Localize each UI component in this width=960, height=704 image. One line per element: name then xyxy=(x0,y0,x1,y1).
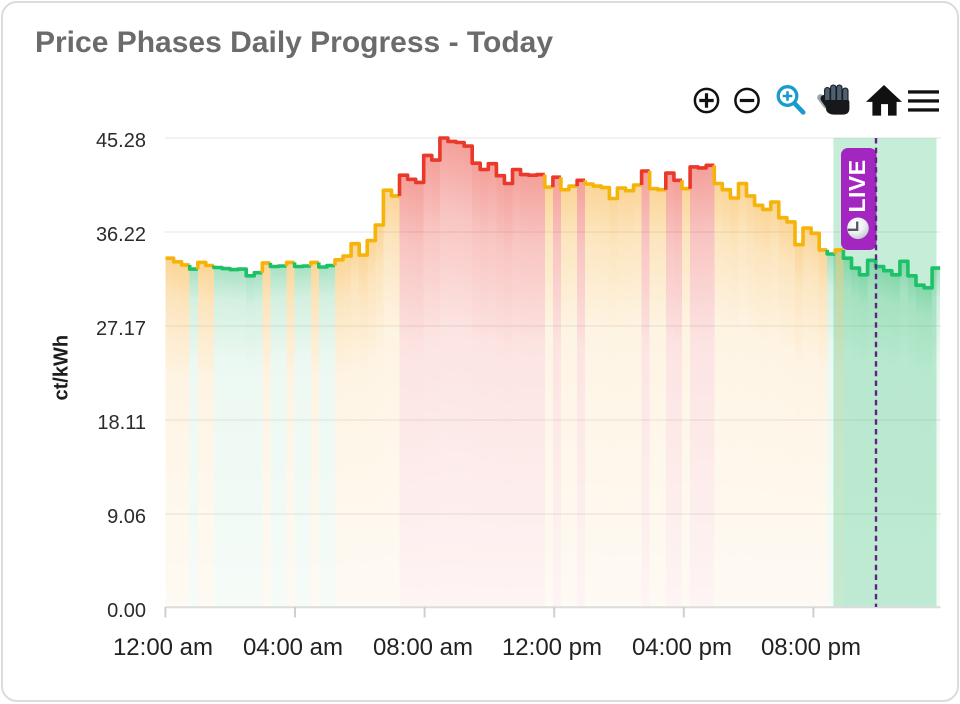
svg-text:LIVE: LIVE xyxy=(844,159,870,212)
